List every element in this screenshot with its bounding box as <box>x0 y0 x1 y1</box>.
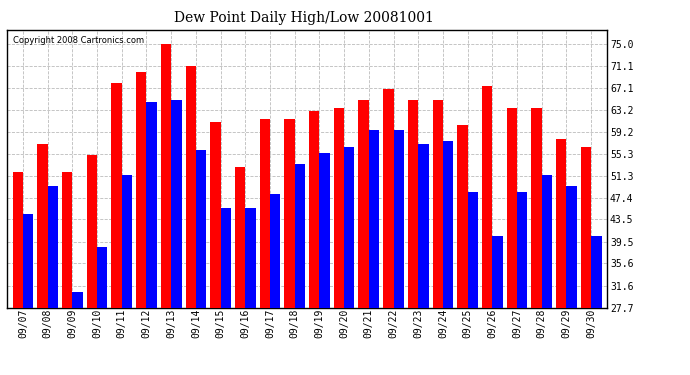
Bar <box>408 100 418 375</box>
Bar <box>235 166 245 375</box>
Bar <box>591 236 602 375</box>
Bar <box>23 214 33 375</box>
Bar <box>482 86 493 375</box>
Bar <box>344 147 355 375</box>
Bar <box>542 175 552 375</box>
Bar <box>37 144 48 375</box>
Bar <box>62 172 72 375</box>
Bar <box>72 292 83 375</box>
Bar <box>12 172 23 375</box>
Text: Copyright 2008 Cartronics.com: Copyright 2008 Cartronics.com <box>13 36 144 45</box>
Bar <box>581 147 591 375</box>
Bar <box>319 153 330 375</box>
Bar <box>468 192 478 375</box>
Bar <box>136 72 146 375</box>
Bar <box>443 141 453 375</box>
Bar <box>457 125 468 375</box>
Bar <box>566 186 577 375</box>
Bar <box>111 83 121 375</box>
Bar <box>146 102 157 375</box>
Bar <box>517 192 527 375</box>
Bar <box>393 130 404 375</box>
Bar <box>369 130 380 375</box>
Bar <box>121 175 132 375</box>
Bar <box>506 108 517 375</box>
Bar <box>309 111 319 375</box>
Bar <box>295 164 305 375</box>
Bar <box>270 194 280 375</box>
Bar <box>531 108 542 375</box>
Bar <box>87 155 97 375</box>
Bar <box>171 100 181 375</box>
Bar <box>48 186 58 375</box>
Bar <box>259 119 270 375</box>
Text: Dew Point Daily High/Low 20081001: Dew Point Daily High/Low 20081001 <box>174 11 433 25</box>
Bar <box>210 122 221 375</box>
Bar <box>433 100 443 375</box>
Bar <box>196 150 206 375</box>
Bar <box>493 236 503 375</box>
Bar <box>221 209 231 375</box>
Bar <box>161 44 171 375</box>
Bar <box>245 209 256 375</box>
Bar <box>383 88 393 375</box>
Bar <box>97 248 108 375</box>
Bar <box>334 108 344 375</box>
Bar <box>358 100 369 375</box>
Bar <box>284 119 295 375</box>
Bar <box>418 144 428 375</box>
Bar <box>186 66 196 375</box>
Bar <box>556 139 566 375</box>
